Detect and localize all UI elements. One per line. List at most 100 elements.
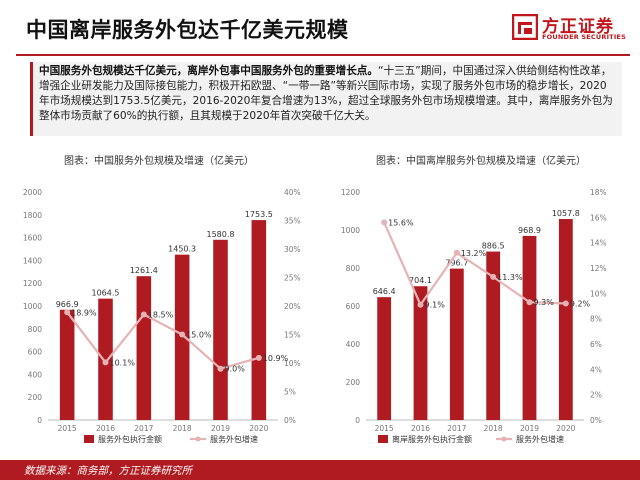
growth-point: [381, 219, 388, 226]
chart-title: 图表：中国服务外包规模及增速（亿美元）: [64, 154, 254, 167]
bar-value-label: 1580.8: [207, 230, 235, 239]
footer-bar: [0, 460, 640, 480]
legend-line-label: 服务外包增速: [210, 434, 258, 444]
growth-point: [453, 249, 460, 256]
logo-text-cn: 方正证券: [542, 17, 614, 37]
summary-lead: 中国服务外包规模达千亿美元，离岸外包事中国服务外包的重要增长点。: [39, 65, 378, 77]
bar-value-label: 1261.4: [130, 266, 158, 275]
y2-tick-label: 20%: [284, 302, 301, 311]
growth-point: [255, 354, 262, 361]
y2-tick-label: 12%: [590, 264, 607, 273]
y2-tick-label: 6%: [590, 340, 602, 349]
chart-title: 图表：中国离岸服务外包规模及增速（亿美元）: [376, 154, 586, 167]
y-tick-label: 0: [37, 416, 42, 425]
y2-tick-label: 16%: [590, 213, 607, 222]
y-tick-label: 1200: [341, 188, 360, 197]
bar: [413, 286, 428, 420]
growth-value-label: 9.1%: [425, 301, 446, 310]
bar: [136, 276, 152, 420]
y-tick-label: 1000: [23, 302, 42, 311]
x-tick-label: 2020: [556, 424, 575, 433]
chart-offshore-outsourcing: 图表：中国离岸服务外包规模及增速（亿美元） 0 200 400 600 800 1000 12…: [341, 154, 607, 444]
bar-value-label: 646.4: [373, 287, 396, 296]
y2-tick-label: 0%: [590, 416, 602, 425]
growth-value-label: 18.9%: [71, 308, 97, 317]
y-tick-label: 1000: [341, 226, 360, 235]
bar: [558, 219, 573, 420]
bar-value-label: 886.5: [482, 242, 505, 251]
x-tick-label: 2019: [520, 424, 539, 433]
bar-value-label: 1057.8: [552, 209, 580, 218]
chart-outsourcing-total: 图表：中国服务外包规模及增速（亿美元） 0 200 400 600 800 1000 1200…: [23, 154, 301, 444]
y2-tick-label: 0%: [284, 416, 296, 425]
x-tick-label: 2017: [447, 424, 466, 433]
company-logo: 方正证券 FOUNDER SECURITIES: [512, 10, 630, 50]
y-tick-label: 400: [346, 340, 361, 349]
legend-bar-swatch: [378, 435, 388, 443]
growth-value-label: 18.5%: [148, 311, 174, 320]
y-tick-label: 0: [355, 416, 360, 425]
growth-value-label: 11.3%: [497, 273, 523, 282]
legend-line-marker: [195, 436, 201, 442]
y2-tick-label: 2%: [590, 391, 602, 400]
growth-value-label: 9.0%: [225, 365, 246, 374]
growth-point: [417, 301, 424, 308]
y-tick-label: 2000: [23, 188, 42, 197]
y-tick-label: 1200: [23, 279, 42, 288]
y2-tick-label: 18%: [590, 188, 607, 197]
growth-point: [102, 359, 109, 366]
y2-tick-label: 5%: [284, 388, 296, 397]
x-tick-label: 2015: [375, 424, 394, 433]
summary-box: 中国服务外包规模达千亿美元，离岸外包事中国服务外包的重要增长点。“十三五”期间，…: [30, 62, 622, 136]
x-tick-label: 2015: [58, 424, 77, 433]
y2-tick-label: 10%: [284, 359, 301, 368]
bar: [377, 297, 392, 420]
legend-bar-label: 离岸服务外包执行金额: [392, 434, 472, 444]
growth-line: [66, 311, 260, 370]
y2-tick-label: 14%: [590, 239, 607, 248]
y-tick-label: 600: [28, 348, 43, 357]
y2-tick-label: 15%: [284, 331, 301, 340]
bar-value-label: 704.1: [409, 276, 432, 285]
logo-text-en: FOUNDER SECURITIES: [542, 33, 626, 41]
x-tick-label: 2020: [249, 424, 268, 433]
bar: [213, 239, 228, 420]
x-tick-label: 2017: [134, 424, 153, 433]
growth-value-label: 10.9%: [263, 354, 289, 363]
bar-value-label: 796.7: [445, 259, 468, 268]
y-tick-label: 1800: [23, 211, 42, 220]
data-source-note: 数据来源：商务部，方正证券研究所: [24, 465, 192, 477]
y2-tick-label: 8%: [590, 315, 602, 324]
x-tick-label: 2019: [211, 424, 230, 433]
legend-bar-swatch: [84, 435, 94, 443]
bar-value-label: 966.9: [56, 300, 79, 309]
growth-point: [140, 311, 147, 318]
y-tick-label: 800: [28, 325, 43, 334]
bar-value-label: 968.9: [518, 226, 541, 235]
growth-point: [64, 309, 71, 316]
y2-tick-label: 4%: [590, 365, 602, 374]
x-tick-label: 2016: [96, 424, 115, 433]
growth-value-label: 13.2%: [461, 249, 487, 258]
founder-logo-icon: [512, 14, 538, 40]
bar: [486, 251, 501, 420]
growth-point: [562, 300, 569, 307]
legend-bar-label: 服务外包执行金额: [98, 434, 162, 444]
x-tick-label: 2018: [173, 424, 192, 433]
bar: [98, 298, 113, 420]
y-tick-label: 1400: [23, 256, 42, 265]
growth-point: [490, 273, 497, 280]
legend-line-label: 服务外包增速: [516, 434, 564, 444]
y2-tick-label: 10%: [590, 289, 607, 298]
bar-value-label: 1450.3: [168, 245, 196, 254]
growth-point: [526, 299, 533, 306]
y-tick-label: 200: [28, 393, 43, 402]
y-tick-label: 400: [28, 370, 43, 379]
growth-value-label: 10.1%: [110, 358, 136, 367]
growth-point: [217, 365, 224, 372]
page-title: 中国离岸服务外包达千亿美元规模: [26, 18, 349, 42]
y-tick-label: 200: [346, 378, 361, 387]
bar-value-label: 1064.5: [92, 289, 120, 298]
y2-tick-label: 35%: [284, 217, 301, 226]
bar: [251, 220, 267, 420]
